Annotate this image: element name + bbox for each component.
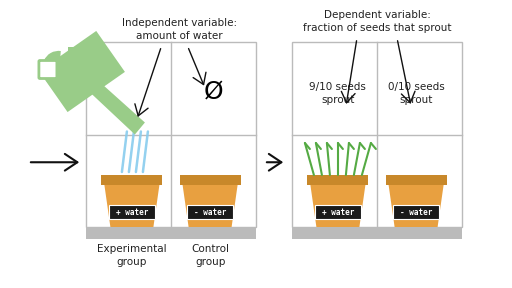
Polygon shape [39, 31, 125, 112]
Bar [101, 175, 162, 185]
Bar [292, 42, 462, 227]
Text: 9/10 seeds
sprout: 9/10 seeds sprout [309, 82, 367, 105]
Bar [307, 175, 369, 185]
Text: 0/10 seeds
sprout: 0/10 seeds sprout [388, 82, 444, 105]
Bar [86, 227, 256, 239]
Bar [315, 205, 361, 219]
Text: Independent variable:
amount of water: Independent variable: amount of water [122, 18, 237, 41]
Bar [187, 205, 233, 219]
Text: Ø: Ø [204, 80, 223, 104]
Polygon shape [389, 185, 443, 227]
Polygon shape [310, 185, 366, 227]
Polygon shape [104, 185, 159, 227]
Text: Control
group: Control group [191, 244, 229, 267]
Text: - water: - water [194, 208, 226, 217]
Text: + water: + water [116, 208, 148, 217]
FancyBboxPatch shape [39, 60, 57, 79]
Text: + water: + water [322, 208, 354, 217]
Bar [292, 227, 462, 239]
Text: Experimental
group: Experimental group [97, 244, 167, 267]
Polygon shape [87, 79, 145, 134]
Bar [86, 42, 256, 227]
Polygon shape [183, 185, 238, 227]
Bar [393, 205, 439, 219]
Bar [180, 175, 241, 185]
Bar [109, 205, 155, 219]
Text: - water: - water [400, 208, 432, 217]
Bar [386, 175, 446, 185]
Text: Dependent variable:
fraction of seeds that sprout: Dependent variable: fraction of seeds th… [303, 10, 451, 33]
Bar [68, 47, 81, 61]
